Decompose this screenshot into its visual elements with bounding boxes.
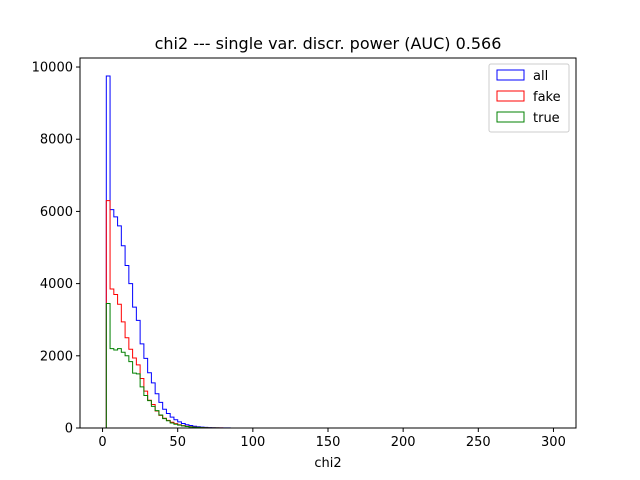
legend-swatch-all [496,69,525,81]
chart-title: chi2 --- single var. discr. power (AUC) … [155,34,502,53]
legend-swatch-fake [496,90,525,102]
legend: all fake true [488,63,570,133]
y-tick-label: 10000 [32,61,73,76]
x-tick-label: 250 [466,435,491,450]
y-tick-label: 8000 [40,133,73,148]
plot-frame [79,57,577,429]
x-tick-label: 300 [541,435,566,450]
legend-box [488,63,570,133]
x-axis-ticks: 0 50 100 150 200 250 300 [98,428,566,450]
y-axis-ticks: 0 2000 4000 6000 8000 10000 [32,61,80,437]
x-tick-label: 200 [391,435,416,450]
legend-swatch-true [496,111,525,123]
legend-label-true: true [533,111,560,126]
x-tick-label: 150 [316,435,341,450]
y-tick-label: 6000 [40,205,73,220]
x-axis-label: chi2 [314,456,341,471]
x-tick-label: 100 [240,435,265,450]
y-tick-label: 2000 [40,349,73,364]
y-tick-label: 0 [65,422,73,437]
x-tick-label: 50 [169,435,186,450]
legend-label-fake: fake [533,90,561,105]
legend-label-all: all [533,69,548,84]
x-tick-label: 0 [98,435,106,450]
y-tick-label: 4000 [40,277,73,292]
